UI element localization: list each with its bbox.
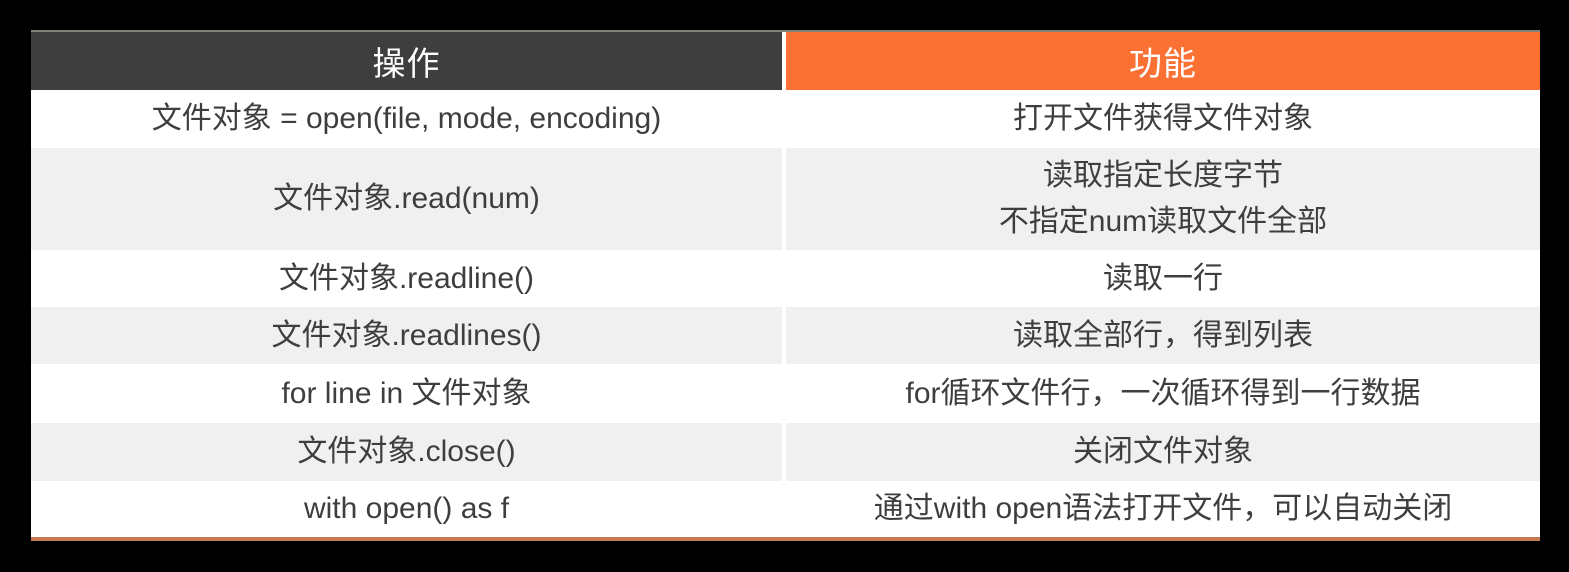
operation-cell: 文件对象.close() — [31, 423, 782, 481]
table-row: for line in 文件对象 for循环文件行，一次循环得到一行数据 — [31, 364, 1540, 423]
table-row: 文件对象 = open(file, mode, encoding) 打开文件获得文… — [31, 90, 1540, 148]
function-cell: 打开文件获得文件对象 — [786, 90, 1540, 148]
table-row: 文件对象.close() 关闭文件对象 — [31, 423, 1540, 481]
table-row: 文件对象.readlines() 读取全部行，得到列表 — [31, 307, 1540, 364]
function-cell: 关闭文件对象 — [786, 423, 1540, 481]
header-function: 功能 — [786, 32, 1540, 90]
table-body: 文件对象 = open(file, mode, encoding) 打开文件获得文… — [31, 90, 1540, 537]
function-cell: 读取全部行，得到列表 — [786, 307, 1540, 364]
table-row: with open() as f 通过with open语法打开文件，可以自动关闭 — [31, 481, 1540, 537]
function-cell: 通过with open语法打开文件，可以自动关闭 — [786, 481, 1540, 537]
operation-cell: 文件对象.readlines() — [31, 307, 782, 364]
table-row: 文件对象.read(num) 读取指定长度字节 不指定num读取文件全部 — [31, 148, 1540, 250]
function-cell: 读取指定长度字节 不指定num读取文件全部 — [786, 148, 1540, 250]
function-cell: 读取一行 — [786, 250, 1540, 307]
table-row: 文件对象.readline() 读取一行 — [31, 250, 1540, 307]
file-operations-table: 操作 功能 文件对象 = open(file, mode, encoding) 打… — [31, 30, 1540, 541]
operation-cell: 文件对象.readline() — [31, 250, 782, 307]
operation-cell: for line in 文件对象 — [31, 364, 782, 423]
table-header-row: 操作 功能 — [31, 32, 1540, 90]
operation-cell: 文件对象 = open(file, mode, encoding) — [31, 90, 782, 148]
operation-cell: with open() as f — [31, 481, 782, 537]
header-operation: 操作 — [31, 32, 782, 90]
operation-cell: 文件对象.read(num) — [31, 148, 782, 250]
function-cell: for循环文件行，一次循环得到一行数据 — [786, 364, 1540, 423]
